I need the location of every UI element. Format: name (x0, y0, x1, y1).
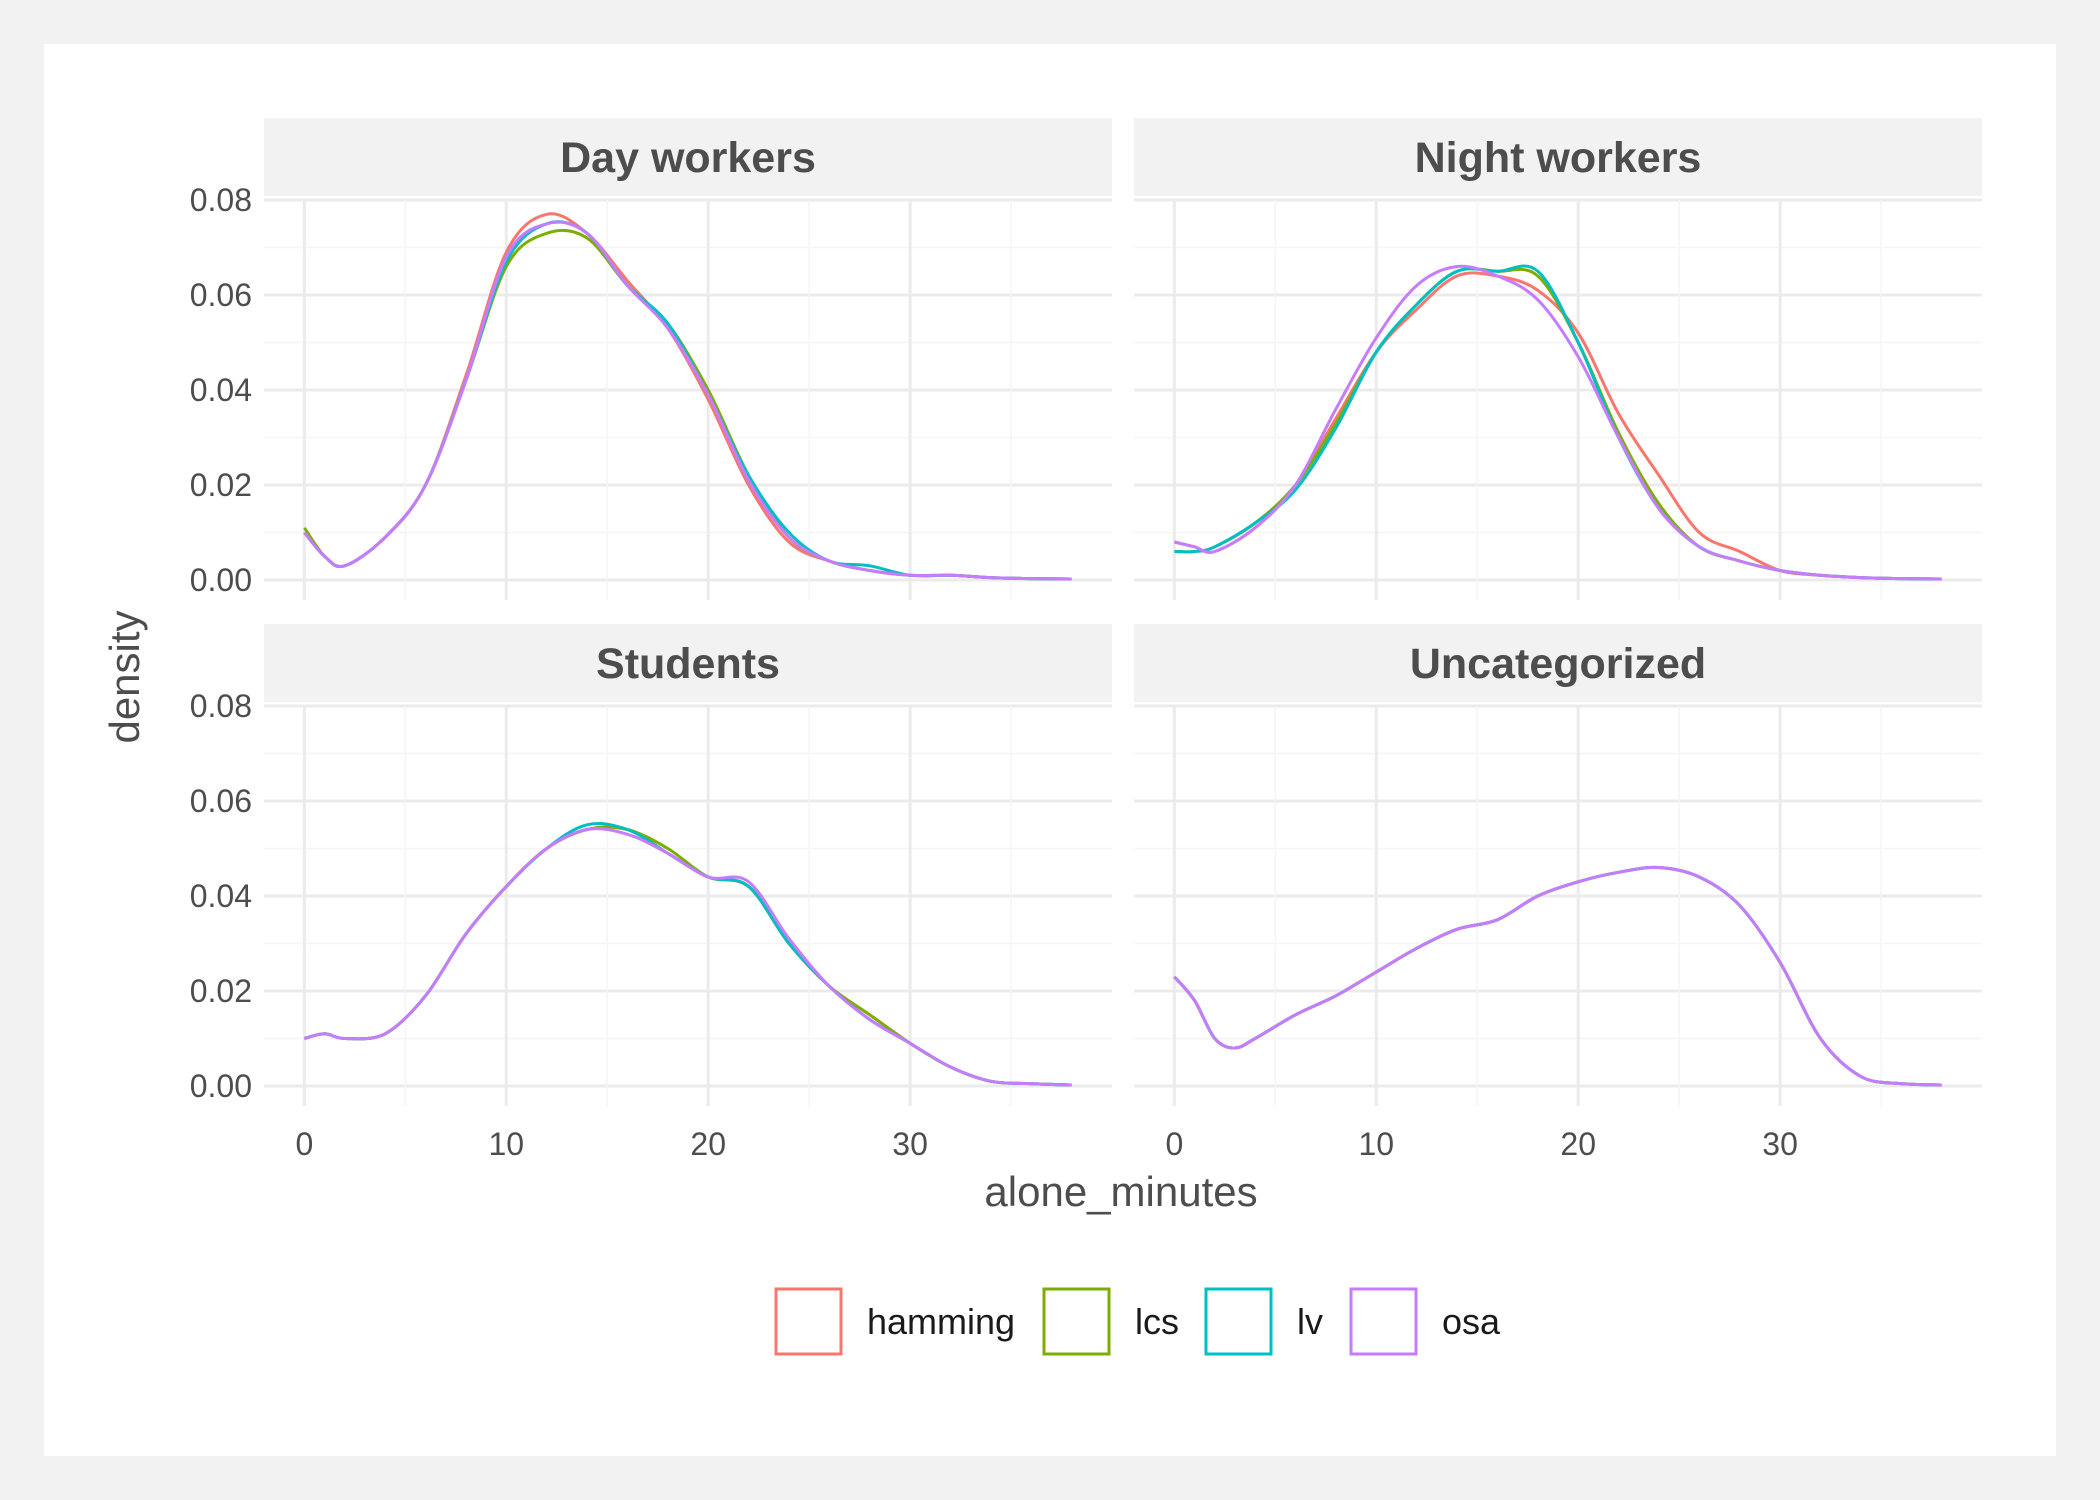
legend-key (1042, 1287, 1111, 1356)
x-tick-label: 20 (690, 1126, 726, 1162)
y-tick-label: 0.00 (190, 1068, 252, 1104)
legend: hamming lcs lv osa (774, 1287, 1501, 1356)
grid (264, 198, 1112, 600)
legend-item-hamming: hamming (774, 1287, 1015, 1356)
series-line-osa (304, 827, 1072, 1087)
facet-strip (264, 118, 1112, 196)
legend-key (774, 1287, 843, 1356)
series-line-hamming (1173, 865, 1942, 1087)
y-tick-label: 0.08 (190, 688, 252, 724)
x-tick-label: 0 (1165, 1126, 1183, 1162)
y-axis-title: density (101, 610, 148, 743)
facet-title: Students (596, 640, 780, 688)
series-line-lcs (1173, 865, 1942, 1087)
series-line-lv (303, 220, 1072, 581)
facet-panel: Day workers (264, 118, 1112, 600)
chart-card: Day workers Night workers Students Uncatego… (44, 44, 2056, 1456)
series-line-hamming (303, 212, 1072, 581)
x-axis-ticks: 0 10 20 30 0 10 20 30 (295, 1126, 1797, 1162)
x-tick-label: 20 (1560, 1126, 1596, 1162)
y-tick-label: 0.06 (190, 783, 252, 819)
legend-label: lcs (1135, 1301, 1179, 1342)
series-line-osa (303, 220, 1072, 581)
legend-key (1204, 1287, 1273, 1356)
y-tick-label: 0.00 (190, 562, 252, 598)
series-line-lv (1173, 865, 1942, 1087)
series-line-lcs (303, 228, 1072, 581)
series-line-osa (1173, 865, 1942, 1087)
x-tick-label: 10 (488, 1126, 524, 1162)
legend-key (1349, 1287, 1418, 1356)
facet-panel: Night workers (1134, 118, 1982, 600)
facet-strip (1134, 118, 1982, 196)
y-tick-label: 0.08 (190, 182, 252, 218)
y-tick-label: 0.04 (190, 878, 252, 914)
y-axis-ticks: 0.00 0.02 0.04 0.06 0.08 0.00 0.02 0.04 0.06 0.08 (190, 182, 252, 1104)
legend-item-lcs: lcs (1042, 1287, 1179, 1356)
grid (1134, 198, 1982, 600)
y-tick-label: 0.02 (190, 973, 252, 1009)
density-facet-chart: Day workers Night workers Students Uncatego… (101, 118, 1982, 1356)
facet-strip (1134, 624, 1982, 702)
y-tick-label: 0.04 (190, 372, 252, 408)
x-axis-title: alone_minutes (984, 1168, 1257, 1215)
grid (1134, 704, 1982, 1106)
facet-title: Day workers (560, 134, 816, 182)
facet-panel: Uncategorized (1134, 624, 1982, 1106)
facet-strip (264, 624, 1112, 702)
legend-label: osa (1442, 1301, 1501, 1342)
x-tick-label: 10 (1358, 1126, 1394, 1162)
x-tick-label: 30 (1762, 1126, 1798, 1162)
y-tick-label: 0.06 (190, 277, 252, 313)
legend-item-osa: osa (1349, 1287, 1501, 1356)
grid (264, 704, 1112, 1106)
series-line-osa (1174, 264, 1942, 581)
legend-label: hamming (867, 1301, 1015, 1342)
facet-title: Night workers (1415, 134, 1702, 182)
x-tick-label: 0 (295, 1126, 313, 1162)
x-tick-label: 30 (892, 1126, 928, 1162)
facet-panels: Day workers Night workers Students Uncatego… (264, 118, 1982, 1106)
legend-label: lv (1297, 1301, 1323, 1342)
facet-panel: Students (264, 624, 1112, 1106)
legend-item-lv: lv (1204, 1287, 1323, 1356)
facet-title: Uncategorized (1410, 640, 1706, 688)
y-tick-label: 0.02 (190, 467, 252, 503)
